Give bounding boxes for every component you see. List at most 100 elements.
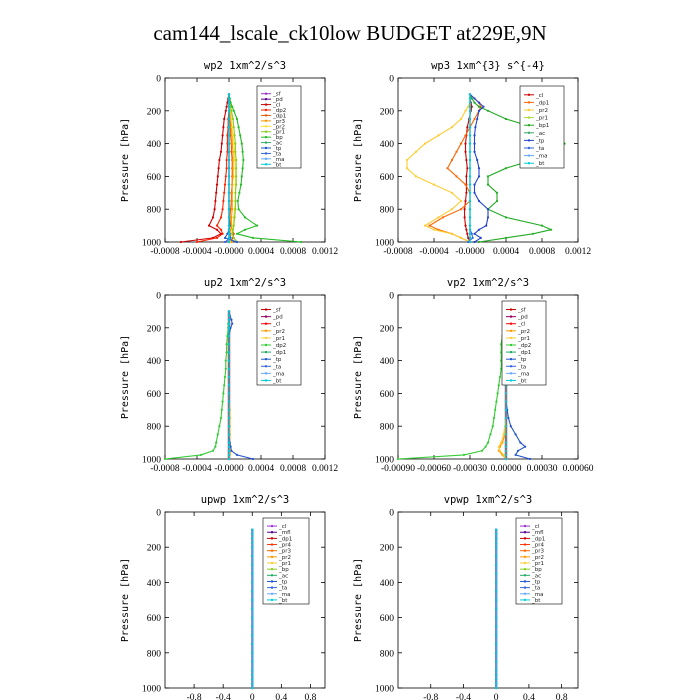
- legend-entry: _ta: [272, 151, 281, 157]
- legend-entry: _bt: [517, 378, 527, 384]
- series-point-bt: [468, 142, 472, 145]
- series-point-pr3: [231, 208, 234, 211]
- legend-marker: [270, 561, 274, 565]
- legend-entry: _bt: [278, 598, 288, 604]
- legend-entry: _ta: [531, 586, 540, 592]
- series-point-tp: [473, 142, 476, 145]
- legend-entry: _bt: [272, 162, 282, 168]
- series-point-pr1: [234, 142, 237, 145]
- series-point-bt: [227, 453, 231, 456]
- series-point-tp: [235, 240, 239, 244]
- series-point-tp: [514, 453, 517, 456]
- series-point-bt: [495, 660, 498, 663]
- series-point-bp1: [473, 101, 476, 104]
- series-point-bt: [251, 682, 254, 685]
- series-point-cl: [226, 101, 229, 104]
- y-tick-label: 600: [147, 390, 162, 400]
- series-point-tp: [477, 199, 481, 203]
- series-point-bt: [251, 625, 254, 628]
- series-point-bt: [227, 167, 231, 170]
- legend-marker: [264, 372, 268, 375]
- legend-entry: _ta: [517, 364, 526, 370]
- x-tick-label: -0.8: [187, 693, 202, 700]
- series-point-pr1: [234, 191, 237, 194]
- series-point-bt: [227, 367, 231, 370]
- legend-entry: _ta: [535, 146, 544, 152]
- series-point-pr3: [230, 224, 233, 227]
- series-point-tp: [477, 228, 481, 231]
- y-axis-label: Pressure [hPa]: [120, 118, 131, 202]
- series-point-pr1: [234, 199, 237, 203]
- chart-panel-2: wp3 1xm^{3} s^{-4}02004006008001000-0.00…: [353, 60, 591, 257]
- series-point-bt: [227, 322, 231, 325]
- series-point-tp: [476, 158, 479, 162]
- series-point-bt: [495, 607, 498, 610]
- series-point-bt: [251, 634, 254, 637]
- series-point-dp2: [219, 416, 223, 420]
- series-point-bt: [468, 109, 472, 112]
- plot-frame: [164, 77, 326, 243]
- series-point-ta: [223, 240, 227, 244]
- legend-entry: _pr1: [517, 336, 530, 342]
- series-point-tp: [477, 175, 481, 178]
- series-point-bt: [251, 686, 254, 690]
- series-point-pr2: [231, 134, 235, 137]
- legend-marker: [523, 598, 527, 602]
- series-point-dp2: [222, 199, 225, 203]
- series-point-bt: [495, 541, 498, 544]
- x-tick-label: 0.00030: [527, 464, 558, 474]
- series-point-pr2: [432, 228, 436, 231]
- x-tick-label: -0.0000: [214, 464, 244, 474]
- series-point-bt: [227, 216, 231, 219]
- series-point-pr1: [502, 433, 505, 436]
- legend-marker: [527, 101, 531, 104]
- series-point-tp: [473, 232, 476, 235]
- x-tick-label: -0.0000: [455, 247, 485, 257]
- series-point-tp: [524, 445, 527, 448]
- series-point-pr1: [229, 105, 232, 108]
- series-point-bt: [227, 232, 231, 235]
- y-axis-label: Pressure [hPa]: [353, 558, 364, 642]
- legend-marker: [523, 543, 527, 546]
- x-tick-label: 0.8: [305, 693, 317, 700]
- series-point-bt: [468, 158, 472, 162]
- series-point-pr2: [233, 158, 236, 162]
- series-point-dp2: [484, 445, 487, 448]
- series-point-bp1: [504, 216, 508, 219]
- series-point-bt: [468, 105, 472, 108]
- series-point-dp1: [455, 150, 458, 153]
- series-point-bt: [504, 441, 508, 444]
- y-tick-label: 1000: [375, 685, 394, 695]
- y-tick-label: 200: [380, 544, 395, 554]
- legend-marker: [270, 567, 274, 571]
- series-point-bp: [255, 224, 259, 227]
- series-point-pr2: [405, 167, 409, 170]
- series-point-pr2: [450, 208, 454, 211]
- series-group: [179, 93, 303, 244]
- legend-box: [519, 85, 565, 169]
- legend-marker: [523, 561, 527, 565]
- series-point-tp: [477, 109, 481, 112]
- legend-box: [256, 85, 302, 169]
- series-point-bp1: [495, 199, 499, 203]
- legend-marker: [509, 343, 513, 347]
- legend-marker: [264, 336, 268, 340]
- legend-marker: [509, 365, 513, 368]
- series-point-cl: [466, 126, 469, 129]
- legend-marker: [264, 125, 268, 128]
- series-point-pr1: [502, 453, 505, 456]
- series-point-pr2: [232, 142, 235, 145]
- series-point-bt: [468, 134, 472, 137]
- series-point-dp2: [211, 449, 215, 452]
- series-point-cl: [465, 175, 468, 178]
- y-tick-label: 0: [156, 292, 161, 302]
- panel-title: wp3 1xm^{3} s^{-4}: [431, 60, 545, 72]
- series-point-cl: [179, 240, 183, 244]
- series-point-dp2: [215, 441, 218, 444]
- legend-entry: _pr1: [272, 336, 285, 342]
- series-point-dp2: [225, 167, 228, 170]
- legend: _cl_dp1 _pr2 _pr1_bp1 _ac_tp _ta _ma_bt: [519, 85, 565, 169]
- legend-marker: [509, 315, 513, 318]
- legend: _sf_pd_cl_pr2_pr1_dp2_dp1_tp_ta_ma_bt: [256, 300, 302, 386]
